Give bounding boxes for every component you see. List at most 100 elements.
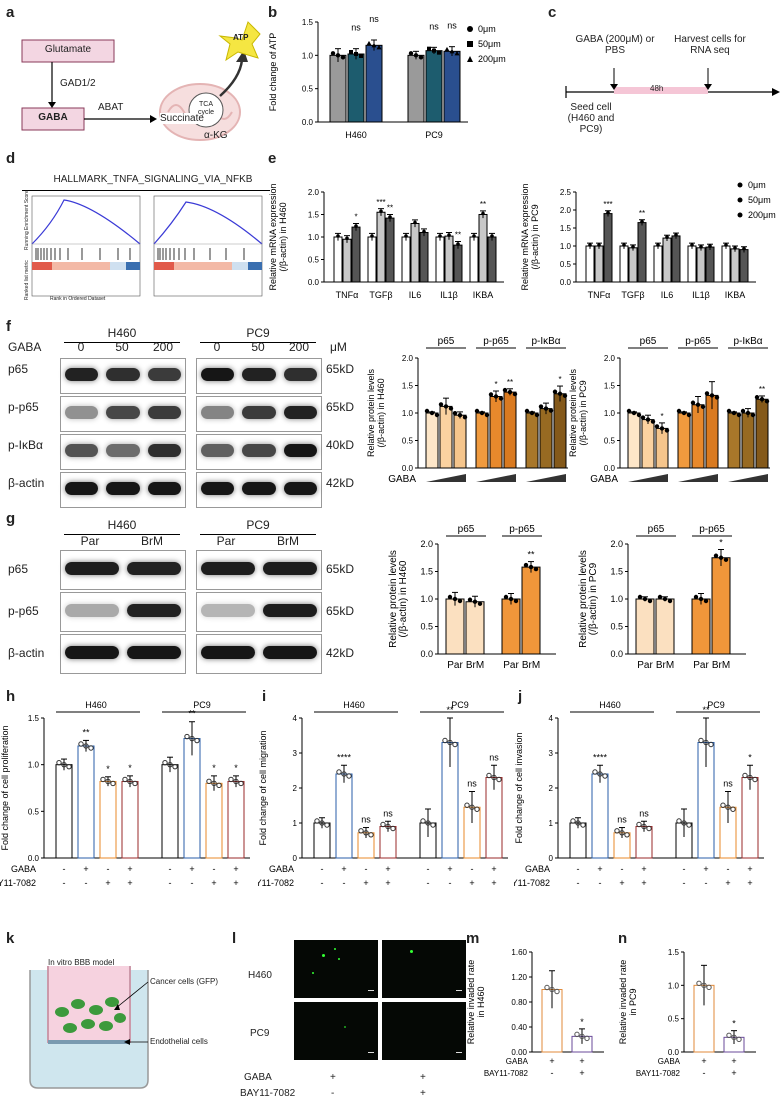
data-point	[83, 743, 89, 749]
dose-gradient-wedge	[476, 474, 516, 482]
significance-label: *	[580, 1017, 584, 1027]
bar	[655, 427, 669, 469]
bar	[521, 566, 541, 655]
data-point	[484, 412, 490, 418]
significance-label: *	[558, 375, 561, 384]
bar	[335, 773, 353, 859]
cell-line-label: H460	[107, 326, 137, 340]
group-label: p65	[640, 336, 657, 347]
y-tick-label: 3	[293, 749, 298, 758]
bar	[425, 412, 439, 469]
data-point	[162, 759, 168, 766]
dose-unit-label: μM	[330, 340, 347, 354]
blot-band	[242, 368, 276, 381]
cell-line-underline	[200, 534, 316, 535]
data-point	[552, 389, 558, 394]
y-axis-label: Relative invaded rate	[466, 960, 476, 1045]
molecular-weight-label: 42kD	[326, 476, 355, 490]
data-point	[557, 391, 563, 396]
blot-box	[60, 472, 186, 508]
data-point	[580, 822, 586, 828]
data-point	[368, 832, 374, 838]
significance-label: ns	[369, 14, 379, 24]
bar	[501, 598, 521, 655]
data-point	[657, 594, 663, 600]
data-point	[686, 822, 692, 828]
data-point	[709, 393, 715, 398]
bar	[696, 247, 706, 283]
gaba-sign: +	[233, 864, 238, 874]
data-point	[631, 245, 635, 249]
protein-label: β-actin	[8, 646, 45, 660]
data-point	[706, 984, 712, 991]
significance-label: *	[660, 412, 663, 421]
gsea-ylabel: Running Enrichment Score	[24, 190, 30, 250]
gaba-sign: -	[107, 864, 110, 874]
row-label-bay: BAY11-7082	[258, 878, 294, 888]
bar	[342, 238, 352, 283]
bay-sign: +	[725, 878, 730, 888]
dose-label: 200	[152, 340, 174, 354]
data-point	[371, 42, 377, 48]
data-point	[624, 832, 630, 838]
bar	[585, 245, 595, 283]
y-tick-label: 0.5	[402, 437, 414, 446]
data-point	[335, 53, 341, 58]
bar	[365, 44, 383, 123]
blot-band	[283, 406, 317, 419]
y-tick-label: 0.80	[511, 998, 527, 1007]
significance-label: ns	[351, 23, 361, 33]
blot-band	[65, 444, 99, 457]
blot-band	[65, 406, 99, 419]
x-category-label: BrM	[712, 660, 730, 671]
significance-label: *	[354, 213, 357, 222]
data-point	[438, 402, 444, 407]
micro-gaba-sign-1: +	[330, 1072, 336, 1083]
significance-label: *	[494, 380, 497, 389]
y-tick-label: 2.0	[420, 539, 433, 549]
x-category-label: IKBA	[725, 290, 746, 300]
data-point	[699, 245, 703, 249]
x-category-label: IL6	[661, 290, 674, 300]
y-tick-label: 0.0	[420, 649, 433, 659]
group-label: PC9	[193, 700, 211, 710]
bar	[755, 398, 769, 469]
micro-gaba-sign-2: +	[420, 1072, 426, 1083]
y-axis-label: Fold change of cell proliferation	[0, 725, 10, 850]
data-point	[703, 739, 709, 746]
blot-box	[196, 396, 322, 432]
data-point	[654, 424, 660, 429]
blot-band	[65, 604, 119, 617]
data-point	[713, 553, 719, 558]
row-label-bay: BAY11-7082	[484, 1069, 529, 1078]
data-point	[714, 395, 720, 400]
y-tick-label: 0.5	[668, 1015, 680, 1024]
bar	[655, 598, 675, 655]
blot-box	[60, 550, 186, 590]
group-label: PC9	[451, 700, 469, 710]
bay-sign: +	[731, 1068, 736, 1078]
group-label: p-IκBα	[733, 336, 762, 347]
y-tick-label: 1.0	[28, 761, 40, 770]
y-axis-label: Relative protein levels	[578, 550, 589, 648]
significance-label: *	[732, 1019, 736, 1029]
significance-label: *	[212, 763, 216, 773]
data-point	[472, 599, 478, 604]
significance-label: ****	[337, 752, 352, 762]
dose-label: 0	[77, 340, 85, 354]
data-point	[752, 776, 758, 783]
blot-band	[201, 604, 255, 617]
gaba-sign: -	[63, 864, 66, 874]
data-point	[448, 406, 454, 411]
gaba-sign: -	[365, 864, 368, 874]
blot-box	[60, 634, 186, 674]
protein-label: p65	[8, 362, 29, 376]
row-label-bay: BAY11-7082	[514, 878, 550, 888]
data-point	[454, 50, 460, 56]
legend-marker	[737, 197, 743, 203]
bay-sign: -	[703, 1068, 706, 1078]
blot-box	[60, 434, 186, 470]
bay-sign: +	[363, 878, 368, 888]
data-point	[626, 408, 632, 414]
molecular-weight-label: 40kD	[326, 438, 355, 452]
